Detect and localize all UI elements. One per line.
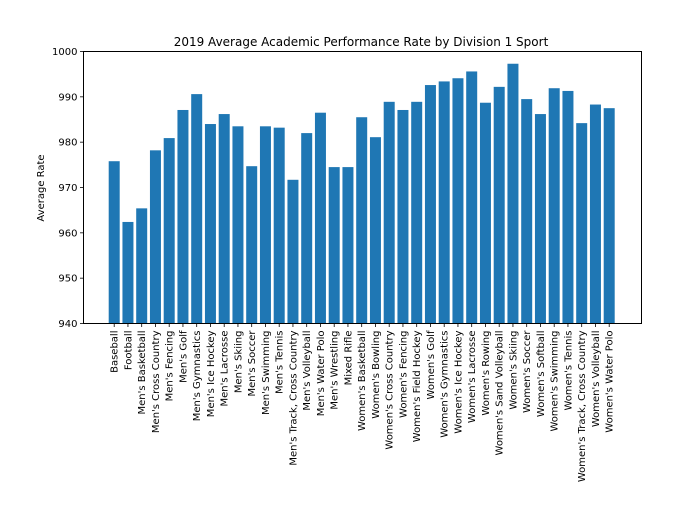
y-tick-label: 940 <box>58 319 77 330</box>
x-tick-label: Women's Gymnastics <box>440 331 451 438</box>
bar <box>273 127 285 324</box>
x-tick-label: Men's Cross Country <box>151 330 162 433</box>
x-tick-label: Women's Basketball <box>357 331 368 432</box>
x-tick-label: Women's Field Hockey <box>412 330 423 442</box>
x-tick-label: Men's Ice Hockey <box>206 330 217 417</box>
bar <box>356 117 368 324</box>
bar <box>314 112 326 324</box>
bar <box>576 123 588 324</box>
x-tick-label: Men's Golf <box>178 330 189 383</box>
x-tick-label: Men's Soccer <box>247 330 258 397</box>
x-tick-label: Women's Volleyball <box>591 331 602 428</box>
x-tick-label: Men's Water Polo <box>316 331 327 417</box>
x-tick-label: Women's Fencing <box>398 331 409 418</box>
bar <box>287 179 299 324</box>
x-tick-label: Men's Skiing <box>233 331 244 394</box>
x-tick-label: Men's Basketball <box>137 331 148 415</box>
y-tick-label: 960 <box>58 228 77 239</box>
bar <box>369 137 381 324</box>
x-tick-label: Men's Swimming <box>261 331 272 416</box>
x-tick-label: Women's Bowling <box>371 331 382 419</box>
x-tick-label: Men's Volleyball <box>302 331 313 411</box>
x-tick-label: Women's Cross Country <box>385 330 396 449</box>
bar <box>232 126 244 324</box>
bar <box>122 221 134 324</box>
y-tick-label: 990 <box>58 92 77 103</box>
bar <box>149 150 161 324</box>
x-tick-label: Men's Track, Cross Country <box>288 330 299 465</box>
x-tick-label: Football <box>123 331 134 371</box>
bar <box>479 102 491 324</box>
bar <box>108 161 120 324</box>
x-tick-label: Women's Rowing <box>481 331 492 416</box>
bar <box>246 166 258 324</box>
x-tick-label: Men's Tennis <box>275 331 286 394</box>
bar <box>163 138 175 324</box>
x-tick-label: Women's Lacrosse <box>467 331 478 424</box>
x-tick-label: Women's Water Polo <box>605 331 616 433</box>
plot-frame <box>83 51 642 324</box>
bar <box>548 88 560 324</box>
bar <box>534 114 546 324</box>
y-tick-label: 950 <box>58 274 77 285</box>
x-tick-label: Women's Skiing <box>508 331 519 410</box>
x-tick-label: Women's Sand Volleyball <box>495 331 506 456</box>
x-tick-label: Men's Wrestling <box>330 331 341 410</box>
bar <box>521 99 533 324</box>
bar <box>438 81 450 324</box>
x-tick-label: Women's Softball <box>536 331 547 418</box>
bars-group <box>108 63 615 324</box>
bar <box>493 86 505 324</box>
x-tick-label: Women's Tennis <box>563 331 574 411</box>
y-tick-label: 980 <box>58 138 77 149</box>
y-tick-label: 1000 <box>52 47 77 58</box>
x-tick-label: Women's Golf <box>426 330 437 399</box>
bar <box>562 90 574 324</box>
bar <box>204 124 216 324</box>
y-axis-title: Average Rate <box>36 154 47 221</box>
bar <box>411 101 423 324</box>
bar <box>424 85 436 324</box>
bar <box>259 126 271 324</box>
x-axis-ticks: Baseball Football Men's Basketball Men's Cr… <box>110 323 616 482</box>
bar <box>589 104 601 324</box>
bar <box>177 109 189 324</box>
x-tick-label: Men's Fencing <box>165 331 176 402</box>
x-tick-label: Baseball <box>110 331 121 373</box>
bar <box>328 167 340 324</box>
bar <box>191 94 203 324</box>
bar <box>136 208 148 324</box>
y-axis-ticks: 940 950 960 970 980 990 1000 <box>52 47 84 330</box>
bar <box>603 108 615 324</box>
x-tick-label: Women's Soccer <box>522 330 533 413</box>
x-tick-label: Women's Swimming <box>550 331 561 432</box>
bar <box>397 109 409 324</box>
bar <box>466 71 478 324</box>
bar <box>218 114 230 324</box>
bar <box>507 63 519 324</box>
x-tick-label: Men's Gymnastics <box>192 331 203 422</box>
x-tick-label: Women's Track, Cross Country <box>577 330 588 482</box>
y-tick-label: 970 <box>58 183 77 194</box>
bar <box>342 167 354 324</box>
x-tick-label: Mixed Rifle <box>343 331 354 386</box>
chart-title: 2019 Average Academic Performance Rate b… <box>174 35 549 49</box>
x-tick-label: Men's Lacrosse <box>220 331 231 407</box>
x-tick-label: Women's Ice Hockey <box>453 330 464 433</box>
bar <box>383 101 395 324</box>
bar <box>452 78 464 324</box>
bar <box>301 133 313 324</box>
